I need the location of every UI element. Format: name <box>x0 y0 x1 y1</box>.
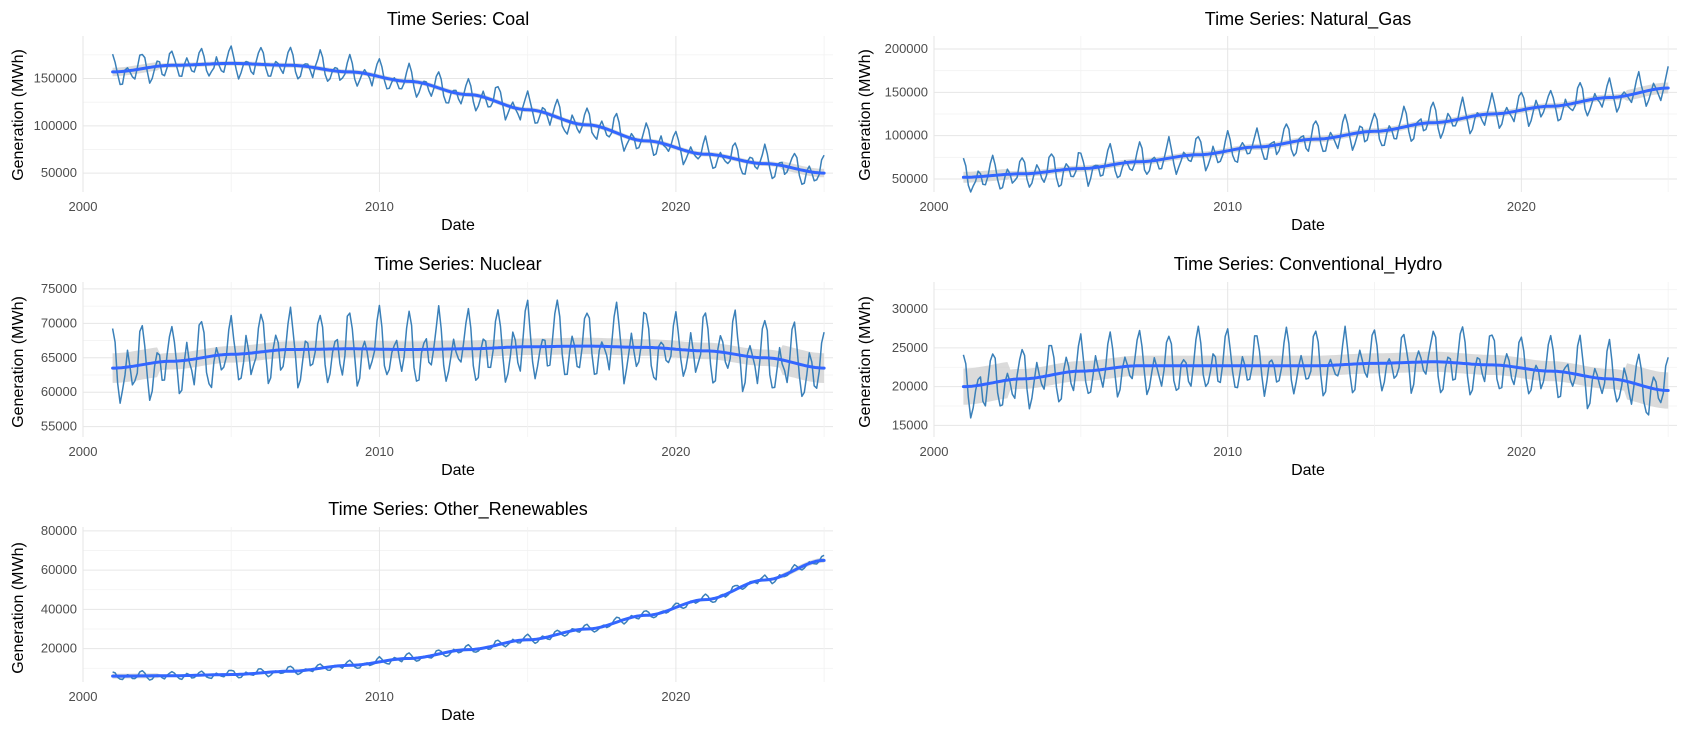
y-tick-label: 70000 <box>41 315 77 330</box>
y-tick-label: 150000 <box>34 71 77 86</box>
x-tick-label: 2000 <box>69 199 98 214</box>
series-line <box>962 66 1669 193</box>
data-series <box>112 554 825 681</box>
x-tick-label: 2000 <box>69 444 98 459</box>
y-tick-label: 25000 <box>892 340 928 355</box>
y-axis-ticks: 50000 100000 150000 <box>34 71 77 181</box>
y-tick-label: 200000 <box>885 41 928 56</box>
panel-title: Time Series: Conventional_Hydro <box>1174 254 1442 275</box>
x-axis-title: Date <box>441 462 475 479</box>
y-tick-label: 50000 <box>892 171 928 186</box>
panel-title: Time Series: Nuclear <box>374 254 541 274</box>
grid <box>82 527 833 682</box>
trend-series <box>111 558 826 678</box>
x-axis-ticks: 2000 2010 2020 <box>69 444 691 459</box>
y-tick-label: 15000 <box>892 417 928 432</box>
x-tick-label: 2020 <box>661 689 690 704</box>
y-axis-title: Generation (MWh) <box>857 49 874 181</box>
y-tick-label: 65000 <box>41 350 77 365</box>
panel-coal: Time Series: Coal 50000 100000 150000 2000… <box>10 9 833 234</box>
x-axis-ticks: 2000 2010 2020 <box>920 444 1536 459</box>
trend-ribbon <box>112 557 825 679</box>
x-tick-label: 2020 <box>661 444 690 459</box>
panel-title: Time Series: Natural_Gas <box>1205 9 1411 30</box>
y-tick-label: 55000 <box>41 419 77 434</box>
x-tick-label: 2020 <box>1507 444 1536 459</box>
y-tick-label: 30000 <box>892 301 928 316</box>
data-series <box>962 325 1669 419</box>
confidence-ribbon <box>112 557 825 679</box>
y-tick-label: 80000 <box>41 523 77 538</box>
x-tick-label: 2010 <box>1213 199 1242 214</box>
x-tick-label: 2010 <box>1213 444 1242 459</box>
x-tick-label: 2020 <box>661 199 690 214</box>
x-axis-ticks: 2000 2010 2020 <box>920 199 1536 214</box>
y-axis-ticks: 50000 100000 150000 200000 <box>885 41 928 186</box>
trend-line <box>111 344 826 370</box>
trend-series <box>111 344 826 370</box>
y-tick-label: 100000 <box>34 118 77 133</box>
y-axis-ticks: 20000 40000 60000 80000 <box>41 523 77 656</box>
y-tick-label: 75000 <box>41 281 77 296</box>
data-series <box>962 66 1669 193</box>
grid <box>933 36 1677 192</box>
trend-line <box>111 61 826 175</box>
y-axis-title: Generation (MWh) <box>10 542 27 674</box>
y-axis-title: Generation (MWh) <box>10 296 27 428</box>
y-tick-label: 40000 <box>41 601 77 616</box>
y-axis-ticks: 55000 60000 65000 70000 75000 <box>41 281 77 434</box>
trend-line <box>111 558 826 678</box>
panel-other-renewables: Time Series: Other_Renewables 20000 40000… <box>10 499 833 724</box>
series-line <box>111 299 825 404</box>
panel-nuclear: Time Series: Nuclear 55000 60000 65000 7000… <box>10 254 833 479</box>
x-axis-title: Date <box>441 217 475 234</box>
trend-series <box>961 86 1670 179</box>
grid <box>82 36 833 192</box>
data-series <box>111 299 825 404</box>
x-tick-label: 2010 <box>365 444 394 459</box>
panel-natural-gas: Time Series: Natural_Gas 50000 100000 1500… <box>857 9 1677 234</box>
y-tick-label: 20000 <box>892 379 928 394</box>
x-axis-title: Date <box>1291 217 1325 234</box>
trend-series <box>961 360 1670 392</box>
y-axis-ticks: 15000 20000 25000 30000 <box>892 301 928 432</box>
x-tick-label: 2010 <box>365 199 394 214</box>
trend-line <box>961 86 1670 179</box>
panel-title: Time Series: Coal <box>387 9 529 29</box>
x-tick-label: 2000 <box>920 199 949 214</box>
x-tick-label: 2020 <box>1507 199 1536 214</box>
x-tick-label: 2010 <box>365 689 394 704</box>
series-line <box>962 325 1669 419</box>
trend-line <box>961 360 1670 392</box>
y-tick-label: 50000 <box>41 165 77 180</box>
x-tick-label: 2000 <box>69 689 98 704</box>
x-axis-title: Date <box>1291 462 1325 479</box>
y-tick-label: 60000 <box>41 562 77 577</box>
x-tick-label: 2000 <box>920 444 949 459</box>
series-line <box>112 554 825 681</box>
panel-title: Time Series: Other_Renewables <box>328 499 587 520</box>
x-axis-ticks: 2000 2010 2020 <box>69 199 691 214</box>
trend-series <box>111 61 826 175</box>
panel-conventional-hydro: Time Series: Conventional_Hydro 15000 200… <box>857 254 1677 479</box>
x-axis-title: Date <box>441 707 475 724</box>
y-tick-label: 150000 <box>885 84 928 99</box>
data-series <box>111 45 825 186</box>
y-axis-title: Generation (MWh) <box>10 49 27 181</box>
x-axis-ticks: 2000 2010 2020 <box>69 689 691 704</box>
y-tick-label: 100000 <box>885 128 928 143</box>
y-tick-label: 20000 <box>41 641 77 656</box>
y-tick-label: 60000 <box>41 384 77 399</box>
y-axis-title: Generation (MWh) <box>857 296 874 428</box>
series-line <box>111 45 825 186</box>
